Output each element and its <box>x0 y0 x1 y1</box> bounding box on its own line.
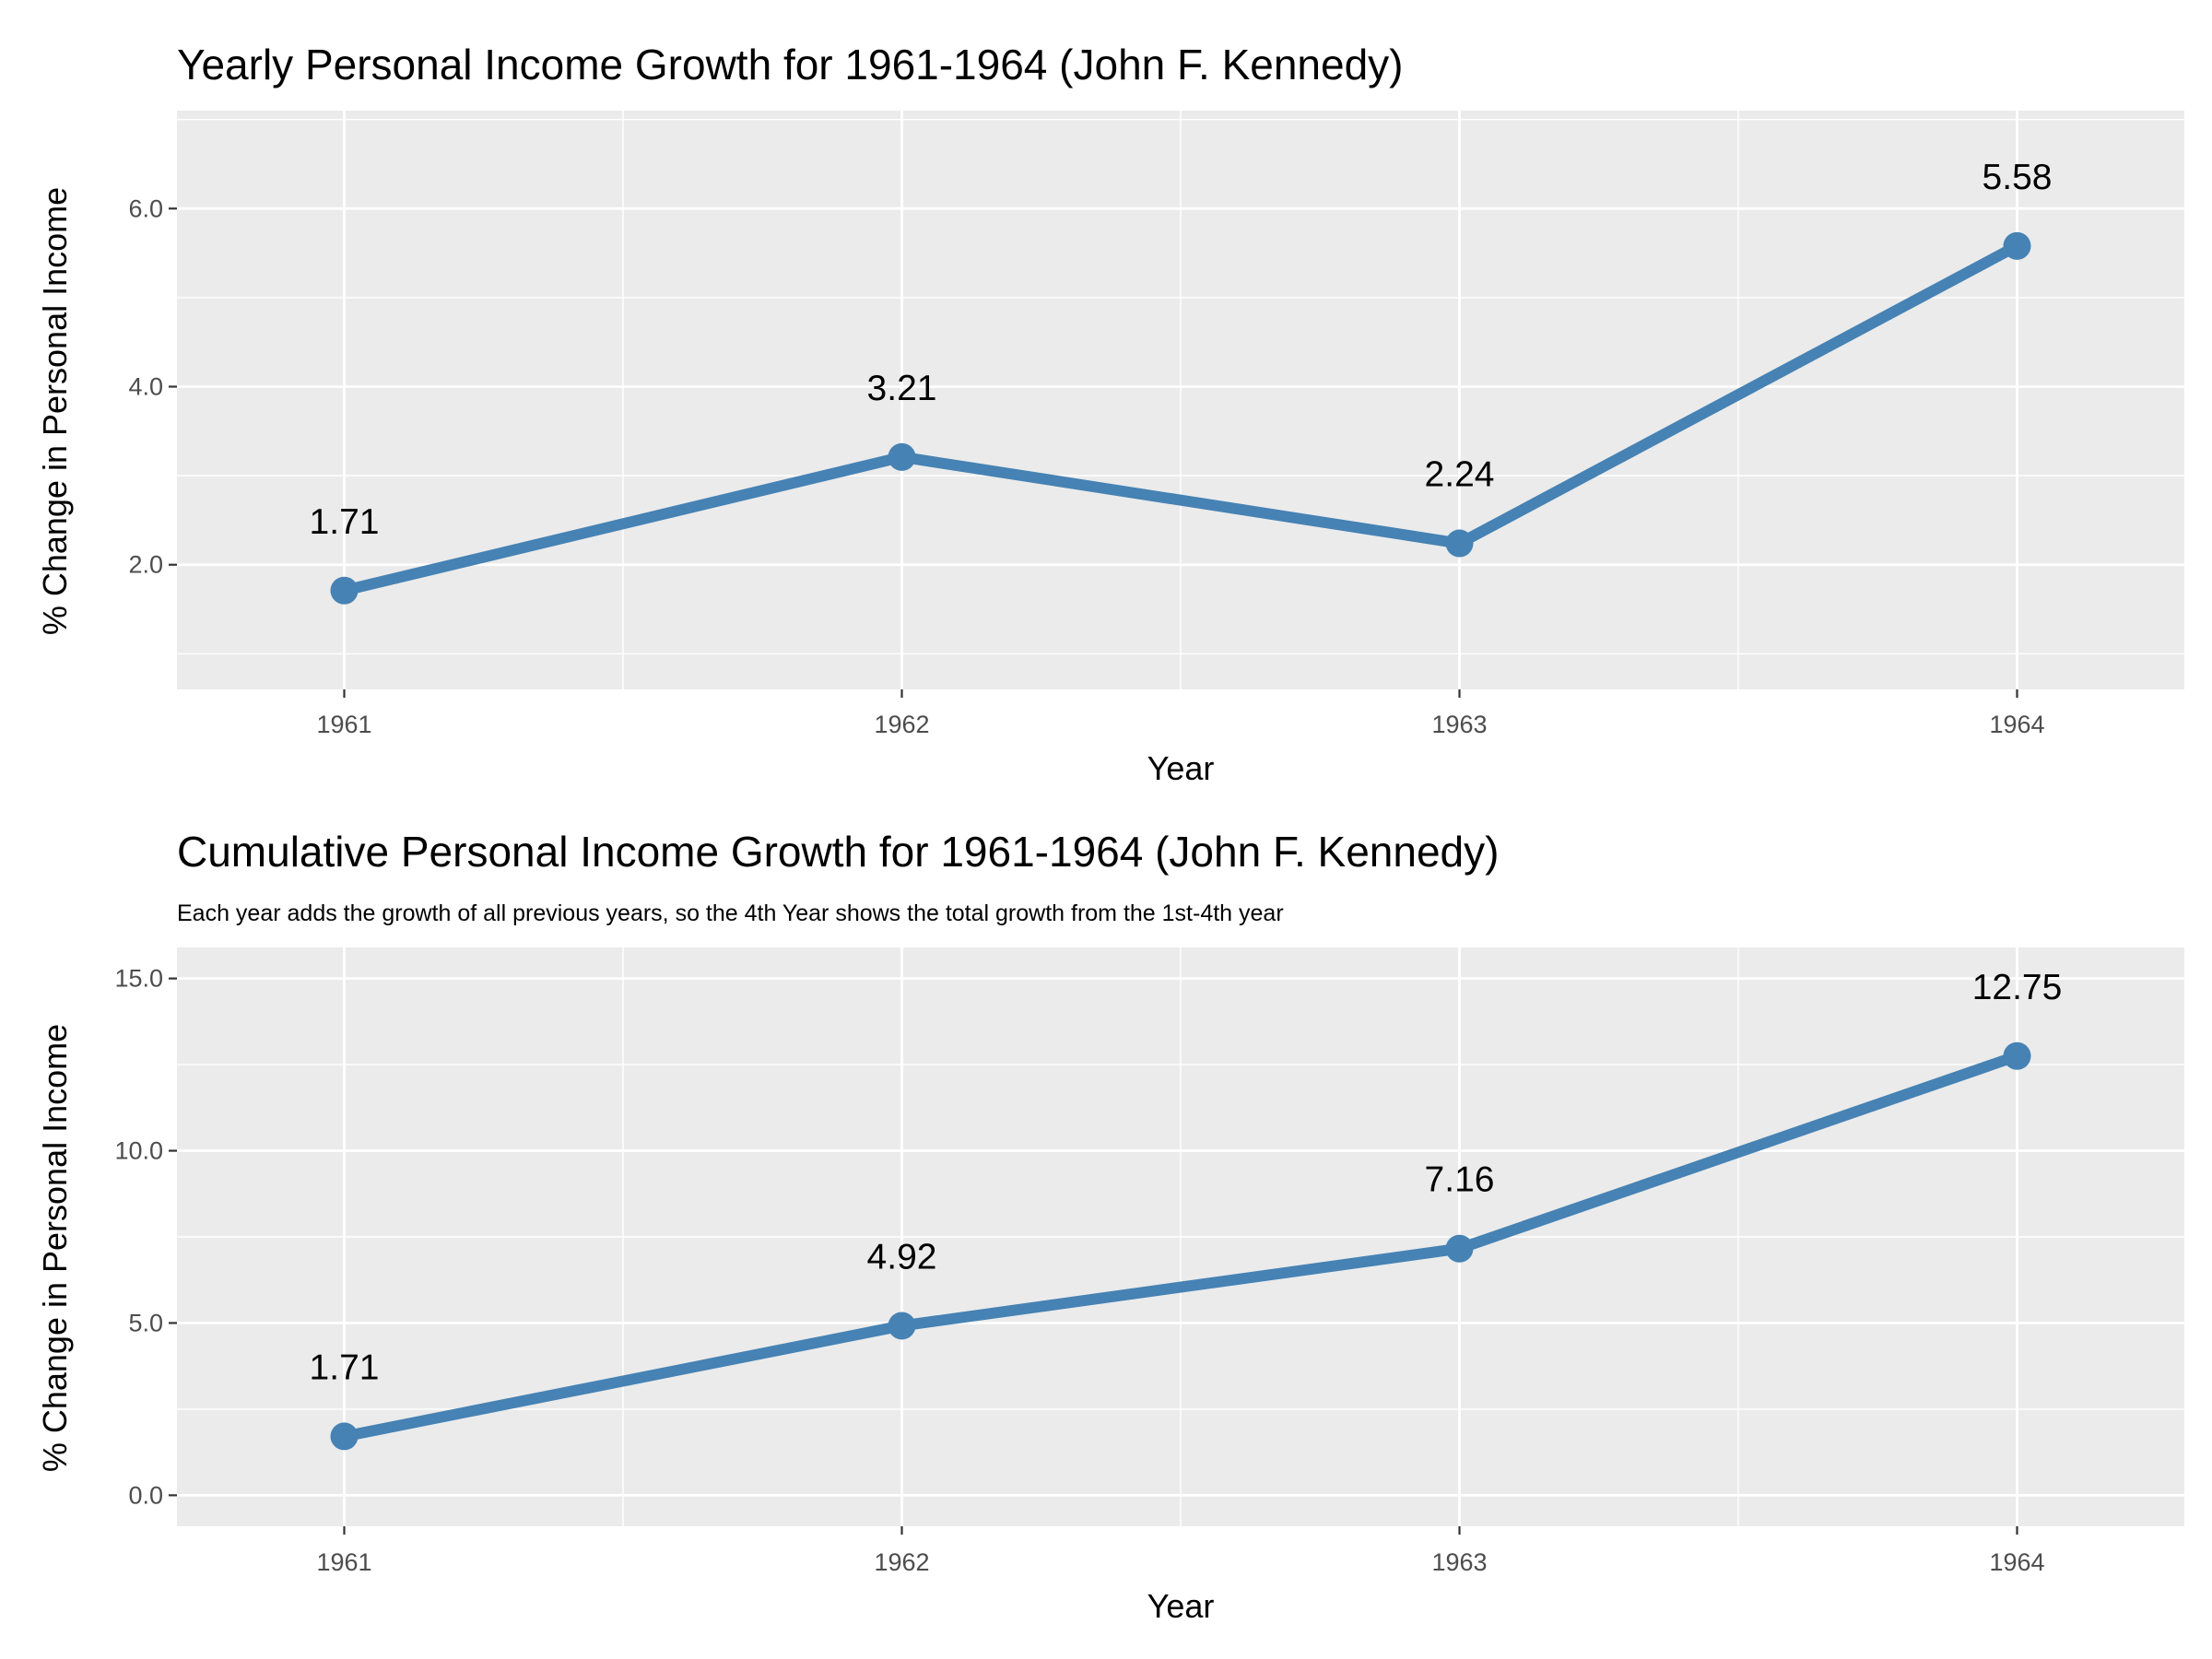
data-point <box>1445 529 1474 558</box>
x-tick-label: 1963 <box>1431 1548 1487 1576</box>
x-tick-label: 1962 <box>874 1548 929 1576</box>
data-point <box>1445 1234 1474 1263</box>
y-tick-label: 0.0 <box>128 1481 163 1509</box>
data-point <box>2003 231 2031 260</box>
y-tick-label: 4.0 <box>128 373 163 401</box>
data-label: 5.58 <box>1983 158 2053 197</box>
x-tick-label: 1964 <box>1989 1548 2044 1576</box>
x-tick-label: 1961 <box>316 1548 371 1576</box>
x-axis-title: Year <box>1147 1587 1215 1625</box>
chart-title: Cumulative Personal Income Growth for 19… <box>177 828 1499 876</box>
chart-title: Yearly Personal Income Growth for 1961-1… <box>177 41 1404 88</box>
x-tick-label: 1963 <box>1431 711 1487 738</box>
data-label: 2.24 <box>1425 455 1495 495</box>
x-tick-label: 1964 <box>1989 711 2044 738</box>
data-point <box>330 576 359 605</box>
y-tick-label: 5.0 <box>128 1309 163 1336</box>
data-point <box>888 442 916 471</box>
data-label: 7.16 <box>1425 1160 1495 1200</box>
y-axis-title: % Change in Personal Income <box>36 1024 74 1472</box>
data-label: 1.71 <box>310 502 380 542</box>
chart-1: Yearly Personal Income Growth for 1961-1… <box>36 41 2184 787</box>
x-axis-title: Year <box>1147 749 1215 787</box>
data-label: 1.71 <box>310 1347 380 1387</box>
chart-2: Cumulative Personal Income Growth for 19… <box>36 828 2184 1625</box>
y-tick-label: 2.0 <box>128 551 163 579</box>
x-tick-label: 1962 <box>874 711 929 738</box>
y-tick-label: 10.0 <box>114 1137 163 1165</box>
data-label: 3.21 <box>867 369 937 408</box>
data-point <box>330 1422 359 1451</box>
series-line <box>343 1051 2019 1442</box>
data-point <box>2003 1041 2031 1070</box>
chart-subtitle: Each year adds the growth of all previou… <box>177 900 1284 926</box>
data-label: 4.92 <box>867 1237 937 1277</box>
y-tick-label: 6.0 <box>128 194 163 222</box>
data-point <box>888 1312 916 1340</box>
x-tick-label: 1961 <box>316 711 371 738</box>
series-line <box>343 241 2020 596</box>
data-label: 12.75 <box>1972 968 2063 1007</box>
y-tick-label: 15.0 <box>114 965 163 993</box>
y-axis-title: % Change in Personal Income <box>36 187 74 635</box>
